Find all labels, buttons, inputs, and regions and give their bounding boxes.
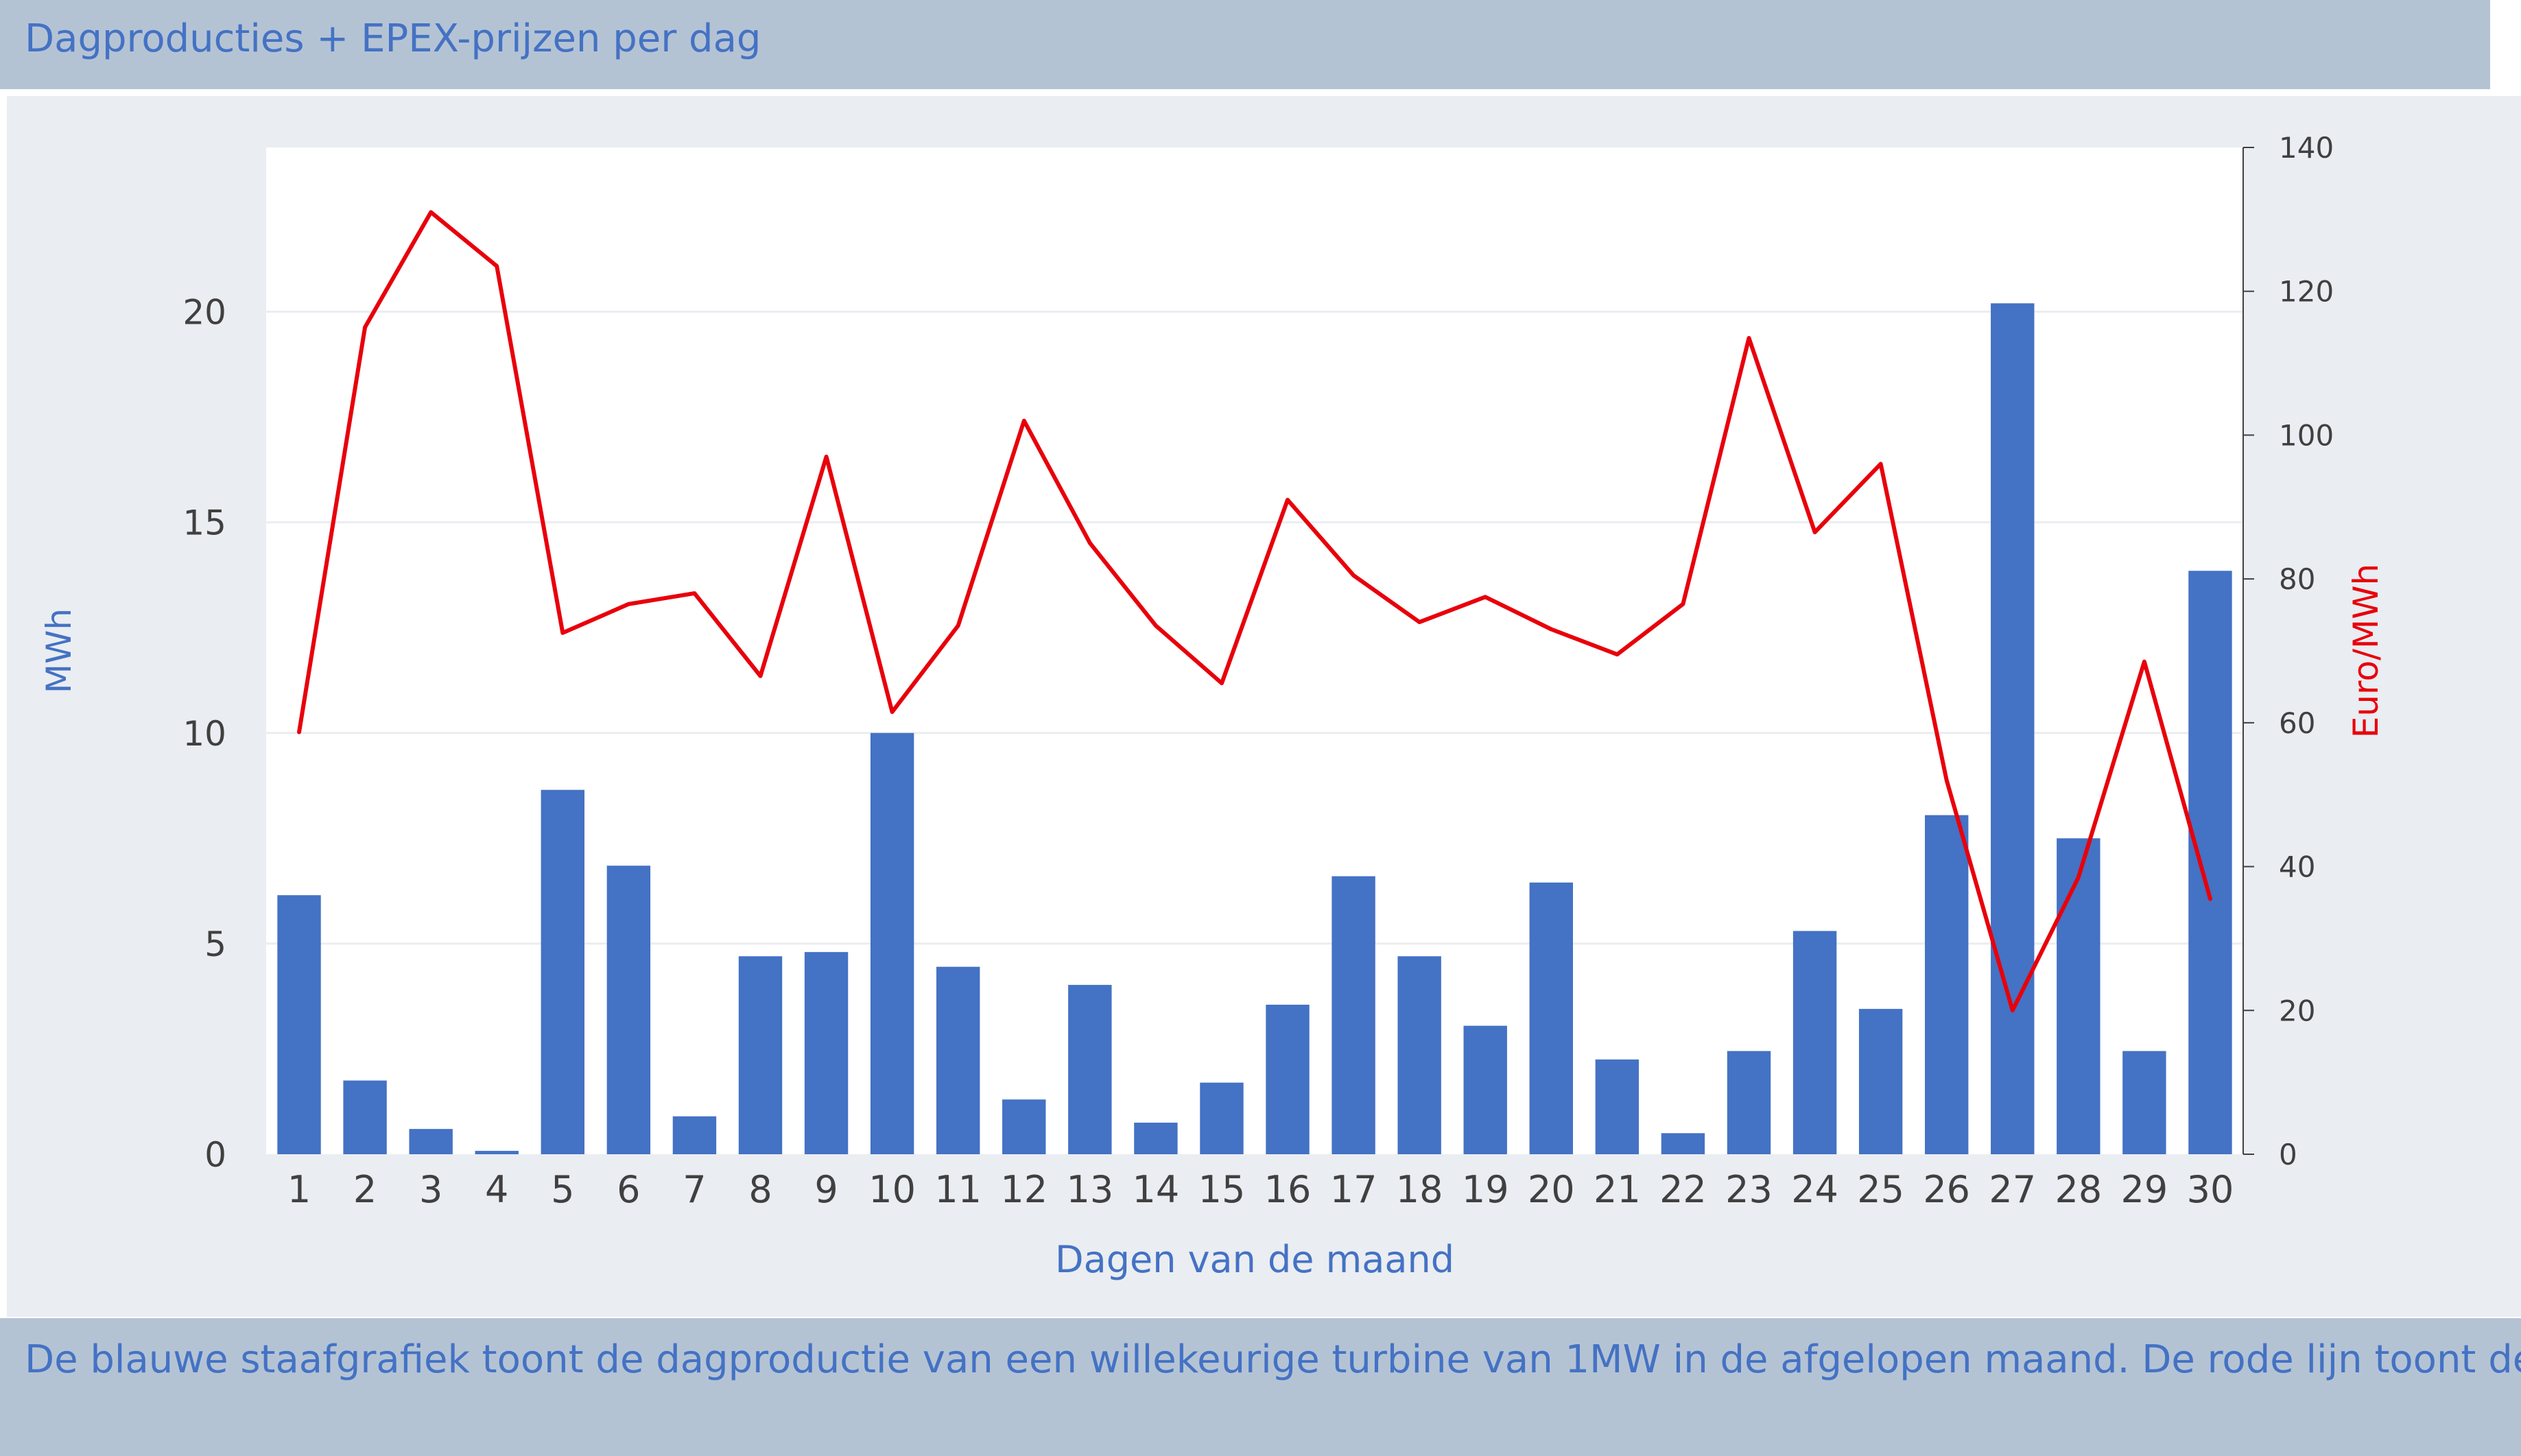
x-tick-label: 2 (353, 1168, 377, 1211)
price-line (297, 210, 2212, 1013)
bar (1792, 931, 1837, 1154)
bar (606, 866, 651, 1154)
price-line-series (297, 210, 2212, 1013)
x-tick-label: 20 (1528, 1168, 1575, 1211)
x-tick-label: 1 (287, 1168, 311, 1211)
x-tick-label: 5 (551, 1168, 574, 1211)
bar-series (277, 303, 2232, 1154)
bar (738, 956, 783, 1154)
x-tick-label: 27 (1989, 1168, 2036, 1211)
bar (2057, 838, 2100, 1154)
left-axis-ticks: 0 5 10 15 20 (182, 293, 226, 1175)
x-tick-label: 16 (1264, 1168, 1312, 1211)
bar (1595, 1059, 1640, 1154)
x-tick-label: 9 (814, 1168, 838, 1211)
chart-footer: De blauwe staafgrafiek toont de dagprodu… (0, 1318, 2521, 1456)
x-tick-label: 24 (1791, 1168, 1838, 1211)
bar (1266, 1004, 1310, 1154)
bar (1200, 1082, 1244, 1154)
bar (672, 1116, 717, 1154)
y2-tick-label: 60 (2279, 706, 2315, 740)
y2-tick-label: 120 (2279, 275, 2334, 309)
x-tick-label: 11 (934, 1168, 982, 1211)
bar (541, 789, 585, 1154)
y-tick-label: 5 (204, 924, 226, 964)
bar (804, 952, 849, 1154)
y-tick-label: 15 (182, 503, 226, 543)
x-tick-label: 22 (1659, 1168, 1707, 1211)
bar (1727, 1051, 1771, 1154)
plot-area (266, 147, 2243, 1154)
x-axis-label: Dagen van de maand (1055, 1238, 1454, 1281)
bar (1331, 876, 1375, 1154)
bar (1924, 815, 1969, 1154)
x-tick-label: 12 (1000, 1168, 1048, 1211)
x-tick-label: 25 (1857, 1168, 1904, 1211)
bar (936, 966, 980, 1154)
footer-description: De blauwe staafgrafiek toont de dagprodu… (25, 1337, 2521, 1382)
x-tick-label: 17 (1330, 1168, 1377, 1211)
y2-tick-label: 40 (2279, 850, 2315, 884)
x-tick-label: 23 (1725, 1168, 1773, 1211)
bar (2188, 571, 2232, 1154)
y-tick-label: 10 (182, 714, 226, 754)
y2-tick-label: 20 (2279, 994, 2315, 1027)
bar (1529, 882, 1574, 1154)
bar (409, 1129, 453, 1154)
x-tick-label: 18 (1396, 1168, 1443, 1211)
x-tick-label: 15 (1198, 1168, 1246, 1211)
chart-header: Dagproducties + EPEX-prijzen per dag (0, 0, 2490, 89)
y2-axis-label: Euro/MWh (2346, 564, 2386, 738)
bar (343, 1080, 387, 1154)
bar (1661, 1133, 1705, 1154)
x-tick-label: 28 (2055, 1168, 2102, 1211)
bar (1991, 303, 2035, 1154)
x-tick-label: 30 (2187, 1168, 2234, 1211)
y2-tick-label: 0 (2279, 1138, 2297, 1171)
y-tick-label: 20 (182, 293, 226, 333)
bar (1068, 985, 1112, 1154)
x-tick-label: 8 (748, 1168, 772, 1211)
grid-lines (266, 311, 2243, 945)
x-tick-label: 19 (1462, 1168, 1509, 1211)
x-tick-label: 29 (2121, 1168, 2168, 1211)
bar (475, 1151, 519, 1154)
bar (1134, 1122, 1178, 1154)
y2-tick-label: 100 (2279, 418, 2334, 452)
x-tick-label: 14 (1133, 1168, 1180, 1211)
y2-tick-label: 80 (2279, 562, 2315, 596)
x-tick-label: 21 (1594, 1168, 1641, 1211)
y2-tick-label: 140 (2279, 131, 2334, 165)
bar (277, 895, 321, 1154)
y-axis-label: MWh (39, 608, 79, 693)
bar (1002, 1099, 1046, 1154)
y-tick-label: 0 (204, 1135, 226, 1175)
x-tick-label: 4 (485, 1168, 508, 1211)
x-tick-label: 7 (683, 1168, 706, 1211)
bar (1397, 956, 1441, 1154)
bar (1463, 1025, 1507, 1154)
x-tick-label: 26 (1923, 1168, 1970, 1211)
x-tick-label: 13 (1066, 1168, 1113, 1211)
x-tick-label: 6 (617, 1168, 640, 1211)
bar (2122, 1051, 2166, 1154)
right-axis-ticks: 0 20 40 60 80 100 120 140 (2243, 131, 2334, 1171)
x-axis-ticks: 1 2 3 4 5 6 7 8 9 10 11 12 13 14 15 16 17 18 19 20 21 22 23 24 2… (287, 1168, 2234, 1211)
chart-title: Dagproducties + EPEX-prijzen per dag (25, 16, 761, 61)
x-tick-label: 3 (419, 1168, 442, 1211)
x-tick-label: 10 (868, 1168, 916, 1211)
bar (1858, 1009, 1903, 1154)
bar (870, 732, 914, 1154)
